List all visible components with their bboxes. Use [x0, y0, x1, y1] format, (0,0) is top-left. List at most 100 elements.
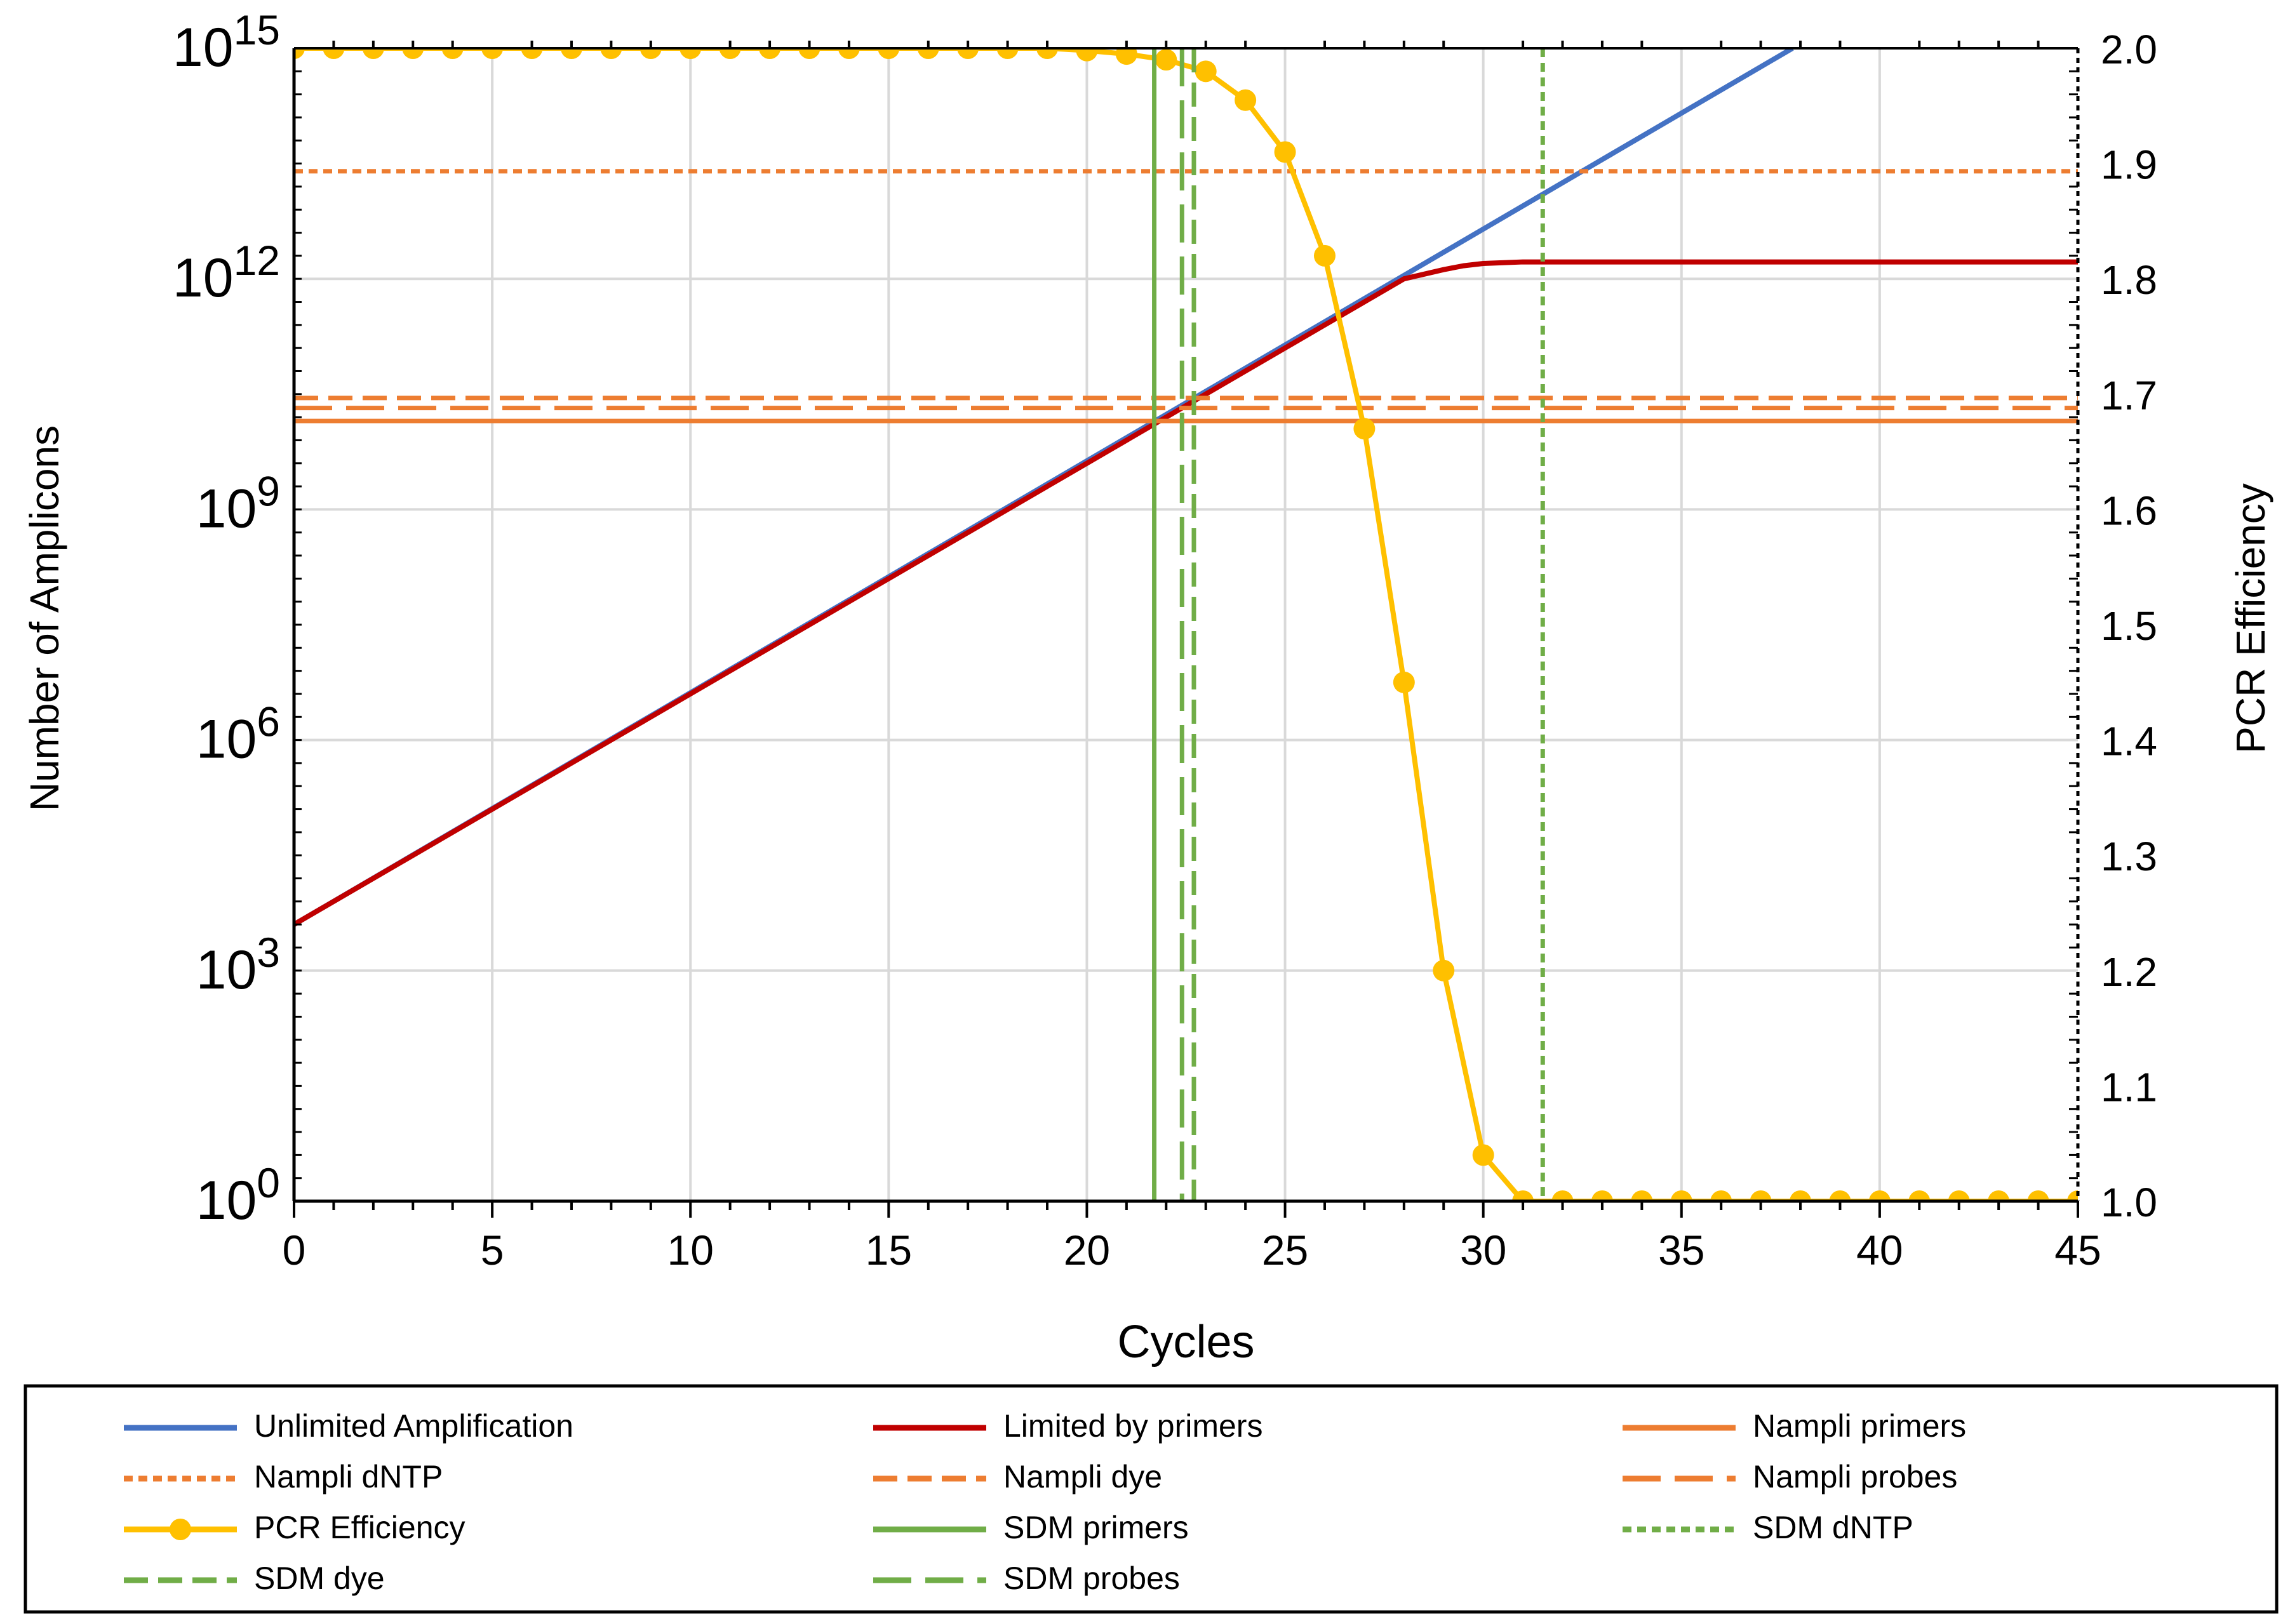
y2-tick-label: 1.5: [2101, 603, 2157, 649]
y2-tick-label: 1.7: [2101, 373, 2157, 418]
y-tick-exponent: 9: [257, 467, 280, 514]
efficiency-point: [917, 47, 939, 59]
gridlines: [294, 48, 2078, 1201]
efficiency-point: [1948, 1190, 1970, 1202]
y2-tick-label: 1.9: [2101, 142, 2157, 188]
efficiency-point: [323, 47, 345, 59]
y-tick-label: 103: [196, 929, 280, 1001]
y2-tick-label: 2.0: [2101, 27, 2157, 72]
efficiency-point: [1631, 1190, 1653, 1202]
axes: [292, 41, 2080, 1218]
y2-tick-label: 1.1: [2101, 1064, 2157, 1110]
y-tick-base: 10: [196, 940, 257, 1001]
x-tick-label: 15: [866, 1227, 912, 1274]
efficiency-point: [759, 47, 781, 59]
efficiency-point: [1790, 1190, 1812, 1202]
legend-label: SDM probes: [1003, 1561, 1180, 1596]
efficiency-point: [719, 47, 741, 59]
y-tick-exponent: 12: [234, 237, 280, 284]
efficiency-point: [2067, 1190, 2078, 1202]
legend-label: PCR Efficiency: [254, 1510, 465, 1545]
y-tick-label: 109: [196, 467, 280, 539]
tick-labels: 0 5 10 15 20 25 30 35 40 45101510121091061031002.…: [173, 6, 2157, 1274]
legend-label: Limited by primers: [1003, 1408, 1262, 1444]
legend-label: SDM dNTP: [1753, 1510, 1913, 1545]
efficiency-point: [1710, 1190, 1732, 1202]
efficiency-point: [1591, 1190, 1613, 1202]
y-tick-base: 10: [196, 709, 257, 770]
y-tick-base: 10: [196, 1170, 257, 1231]
efficiency-point: [2027, 1190, 2049, 1202]
efficiency-point: [1670, 1190, 1692, 1202]
efficiency-point: [1274, 141, 1296, 163]
y-tick-base: 10: [196, 478, 257, 539]
x-tick-label: 20: [1064, 1227, 1110, 1274]
efficiency-point: [1512, 1190, 1534, 1202]
efficiency-point: [957, 47, 979, 59]
efficiency-point: [362, 47, 384, 59]
legend-label: Unlimited Amplification: [254, 1408, 573, 1444]
y-tick-base: 10: [173, 17, 234, 78]
efficiency-point: [1829, 1190, 1851, 1202]
efficiency-point: [1195, 60, 1217, 83]
efficiency-point: [441, 47, 464, 59]
y2-tick-label: 1.0: [2101, 1180, 2157, 1225]
y-tick-exponent: 3: [257, 929, 280, 976]
efficiency-point: [560, 47, 582, 59]
legend-label: SDM primers: [1003, 1510, 1189, 1545]
y-tick-exponent: 6: [257, 698, 280, 745]
efficiency-point: [1235, 89, 1257, 111]
y-tick-label: 100: [196, 1159, 280, 1231]
y-axis-title: Number of Amplicons: [22, 425, 67, 811]
y-tick-label: 1012: [173, 237, 280, 309]
efficiency-point: [1750, 1190, 1772, 1202]
x-tick-label: 30: [1460, 1227, 1506, 1274]
efficiency-point: [878, 47, 900, 59]
y2-axis-title: PCR Efficiency: [2228, 483, 2273, 754]
y-tick-exponent: 15: [234, 6, 280, 53]
legend-box: [23, 1384, 2279, 1614]
efficiency-point: [1076, 47, 1098, 62]
efficiency-point: [996, 47, 1019, 59]
x-tick-label: 10: [667, 1227, 714, 1274]
x-axis-title: Cycles: [1117, 1317, 1254, 1368]
x-tick-label: 25: [1262, 1227, 1308, 1274]
x-tick-label: 40: [1856, 1227, 1903, 1274]
efficiency-point: [680, 47, 702, 59]
efficiency-point: [1988, 1190, 2010, 1202]
legend-label: Nampli primers: [1753, 1408, 1966, 1444]
legend: Unlimited Amplification Limited by primer…: [23, 1384, 2279, 1614]
efficiency-point: [1908, 1190, 1931, 1202]
efficiency-point: [838, 47, 860, 59]
efficiency-point: [481, 47, 504, 59]
x-tick-label: 35: [1658, 1227, 1704, 1274]
efficiency-point: [600, 47, 622, 59]
efficiency-point: [1551, 1190, 1574, 1202]
series-lines: [294, 47, 2078, 1202]
efficiency-point: [294, 47, 305, 59]
efficiency-point: [1868, 1190, 1891, 1202]
efficiency-point: [639, 47, 662, 59]
legend-label: Nampli dye: [1003, 1459, 1162, 1494]
legend-label: Nampli dNTP: [254, 1459, 443, 1494]
efficiency-point: [1155, 49, 1177, 71]
y-tick-exponent: 0: [257, 1159, 280, 1206]
x-tick-label: 0: [283, 1227, 306, 1274]
efficiency-point: [1313, 244, 1336, 267]
legend-label: SDM dye: [254, 1561, 385, 1596]
y-tick-base: 10: [173, 248, 234, 309]
efficiency-point: [521, 47, 543, 59]
efficiency-point: [1036, 47, 1059, 59]
y2-tick-label: 1.8: [2101, 257, 2157, 303]
legend-label: Nampli probes: [1753, 1459, 1957, 1494]
efficiency-point: [1353, 418, 1376, 440]
x-tick-label: 45: [2054, 1227, 2101, 1274]
x-tick-label: 5: [481, 1227, 504, 1274]
legend-marker: [170, 1519, 191, 1540]
y-tick-label: 1015: [173, 6, 280, 78]
y2-tick-label: 1.6: [2101, 488, 2157, 533]
efficiency-point: [1393, 671, 1415, 693]
efficiency-point: [1433, 959, 1455, 982]
